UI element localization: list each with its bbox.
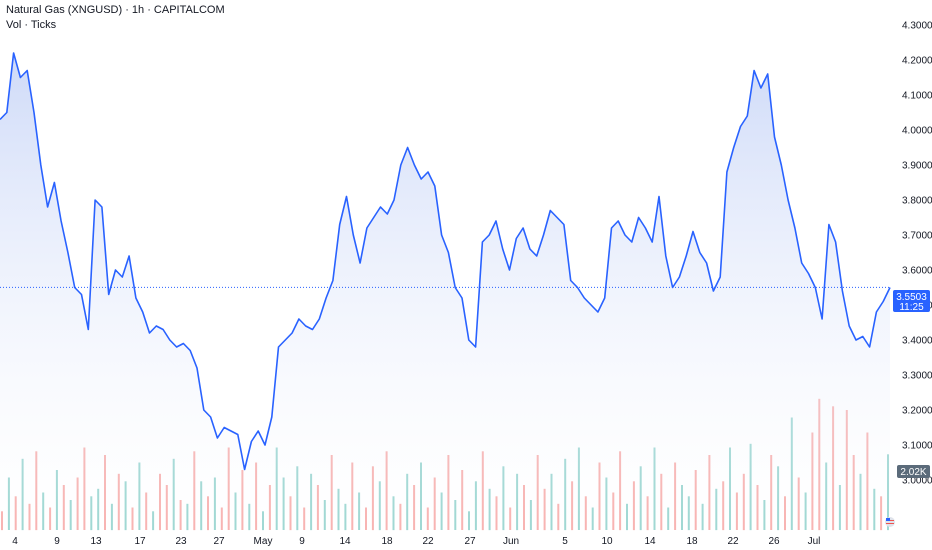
price-axis-tick: 3.2000: [902, 406, 932, 417]
price-series-line: [0, 52, 891, 471]
time-axis-tick: 18: [381, 536, 393, 547]
time-axis-tick: 27: [464, 536, 476, 547]
price-axis-tick: 4.3000: [902, 21, 932, 32]
time-axis-tick: 4: [12, 536, 18, 547]
time-axis-tick: 14: [339, 536, 351, 547]
price-tag-countdown: 11:25: [899, 302, 924, 313]
time-axis[interactable]: 4 9 13 17 23 27 May 9 14 18 22 27 Jun 5 10 14 18 22 26 Jul: [12, 536, 820, 547]
time-axis-tick: 13: [90, 536, 102, 547]
time-axis-tick: 27: [213, 536, 225, 547]
price-axis[interactable]: 4.3000 4.2000 4.1000 4.0000 3.9000 3.8000 3.70…: [902, 21, 932, 487]
price-axis-tick: 3.6000: [902, 266, 932, 277]
price-axis-tick: 3.3000: [902, 371, 932, 382]
volume-indicator-label[interactable]: Vol · Ticks: [6, 19, 57, 31]
price-axis-tick: 3.4000: [902, 336, 932, 347]
time-axis-tick: May: [254, 536, 273, 547]
price-tag-value: 3.5503: [896, 292, 927, 303]
price-axis-tick: 3.0000: [902, 476, 932, 487]
time-axis-tick: Jun: [503, 536, 519, 547]
symbol-title[interactable]: Natural Gas (XNGUSD) · 1h · CAPITALCOM: [6, 4, 225, 16]
price-area-fill: [0, 53, 890, 530]
volume-tag: 2.02K: [897, 465, 930, 478]
time-axis-tick: 18: [686, 536, 698, 547]
time-axis-tick: 22: [422, 536, 434, 547]
price-axis-tick: 3.8000: [902, 196, 932, 207]
time-axis-tick: 9: [299, 536, 305, 547]
time-axis-tick: 23: [175, 536, 187, 547]
time-axis-tick: 9: [54, 536, 60, 547]
time-axis-tick: 22: [727, 536, 739, 547]
price-tag: 3.5503 11:25: [893, 290, 930, 313]
time-axis-tick: 10: [601, 536, 613, 547]
time-axis-tick: 26: [768, 536, 780, 547]
price-axis-tick: 3.1000: [902, 441, 932, 452]
time-axis-tick: 14: [644, 536, 656, 547]
price-axis-tick: 4.2000: [902, 56, 932, 67]
time-axis-tick: Jul: [808, 536, 821, 547]
price-axis-tick: 3.7000: [902, 231, 932, 242]
flag-icon[interactable]: [885, 517, 895, 527]
time-axis-tick: 5: [562, 536, 568, 547]
price-axis-tick: 4.0000: [902, 126, 932, 137]
time-axis-tick: 17: [134, 536, 146, 547]
price-axis-tick: 3.9000: [902, 161, 932, 172]
volume-tag-value: 2.02K: [900, 467, 926, 478]
price-axis-tick: 4.1000: [902, 91, 932, 102]
